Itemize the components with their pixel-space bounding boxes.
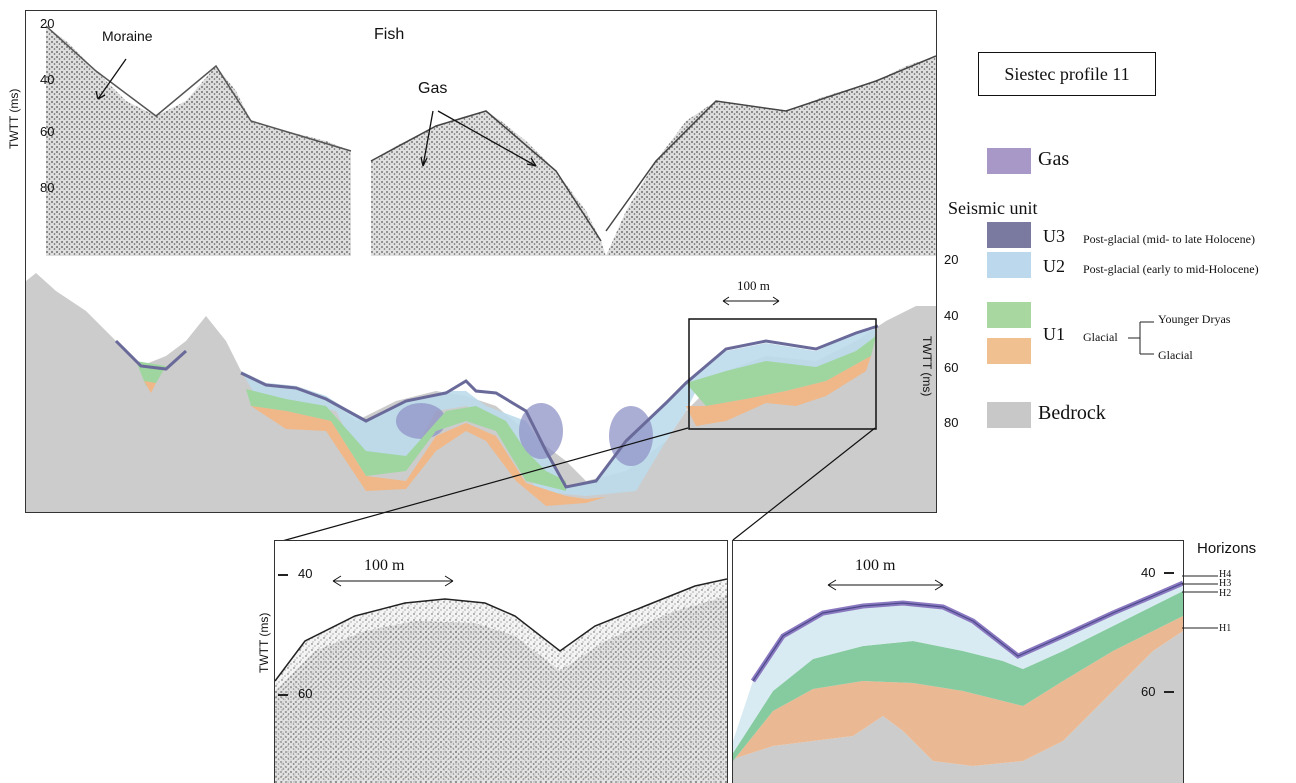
moraine-label: Moraine (102, 28, 153, 44)
younger-dryas-label: Younger Dryas (1158, 312, 1231, 326)
right-tick-60: 60 (944, 360, 959, 375)
seismic-unit-title: Seismic unit (948, 198, 1038, 218)
zoom-left-tick-label-60: 60 (298, 686, 313, 701)
profile-title: Siestec profile 11 (1004, 63, 1130, 84)
zoom-right-tick-60 (1164, 691, 1174, 693)
zoom-left-scale-label: 100 m (364, 557, 405, 574)
top-axis-title: TWTT (ms) (7, 88, 21, 149)
zoom-right-tick-40 (1164, 572, 1174, 574)
gas-label: Gas (418, 80, 448, 97)
gas-legend-label: Gas (1038, 148, 1070, 170)
glacial-sub-label: Glacial (1158, 348, 1193, 362)
zoom-right-tick-label-60: 60 (1141, 684, 1156, 699)
u1-bracket (1128, 321, 1154, 355)
right-tick-20: 20 (944, 252, 959, 267)
zoom-left-tick-40 (278, 574, 288, 576)
right-tick-80: 80 (944, 415, 959, 430)
zoom-right-panel (732, 540, 1184, 783)
u1-code: U1 (1043, 324, 1065, 344)
zoom-left-panel (274, 540, 728, 783)
main-profile-panel (25, 10, 937, 513)
right-tick-40: 40 (944, 308, 959, 323)
profile-title-box: Siestec profile 11 (978, 52, 1156, 96)
zoom-right-graphic (733, 579, 1183, 783)
u3-code: U3 (1043, 226, 1065, 246)
zoom-left-tick-60 (278, 694, 288, 696)
zoom-right-tick-label-40: 40 (1141, 565, 1156, 580)
top-tick-60: 60 (40, 124, 55, 139)
bedrock-legend-label: Bedrock (1038, 402, 1106, 424)
zoom-left-graphic (275, 575, 727, 783)
fish-label: Fish (374, 26, 405, 43)
top-tick-20: 20 (40, 16, 55, 31)
u1-green-swatch (987, 302, 1031, 328)
horizon-leader-lines (1182, 575, 1218, 629)
main-profile-graphic (26, 11, 936, 512)
u3-desc: Post-glacial (mid- to late Holocene) (1083, 232, 1255, 246)
annotation-arrows (95, 58, 537, 167)
zoom-left-axis-title: TWTT (ms) (257, 612, 271, 673)
scale-arrow-main (722, 296, 780, 306)
u1-orange-swatch (987, 338, 1031, 364)
main-scale-bar-label: 100 m (737, 278, 770, 293)
horizons-title: Horizons (1197, 540, 1257, 557)
horizon-h2: H2 (1219, 588, 1232, 599)
top-tick-80: 80 (40, 180, 55, 195)
horizon-h4: H4 (1219, 569, 1232, 580)
raw-seismic-top (45, 11, 936, 256)
u2-swatch (987, 252, 1031, 278)
u3-swatch (987, 222, 1031, 248)
gas-swatch (987, 148, 1031, 174)
bedrock-swatch (987, 402, 1031, 428)
u2-code: U2 (1043, 256, 1065, 276)
zoom-right-scale-label: 100 m (855, 557, 896, 574)
horizon-h1: H1 (1219, 623, 1232, 634)
horizon-h3: H3 (1219, 578, 1232, 589)
zoom-left-tick-label-40: 40 (298, 566, 313, 581)
right-axis-title: TWTT (ms) (920, 336, 934, 397)
u2-desc: Post-glacial (early to mid-Holocene) (1083, 262, 1259, 276)
interpreted-section (26, 273, 936, 512)
top-tick-40: 40 (40, 72, 55, 87)
u1-desc: Glacial (1083, 330, 1118, 344)
